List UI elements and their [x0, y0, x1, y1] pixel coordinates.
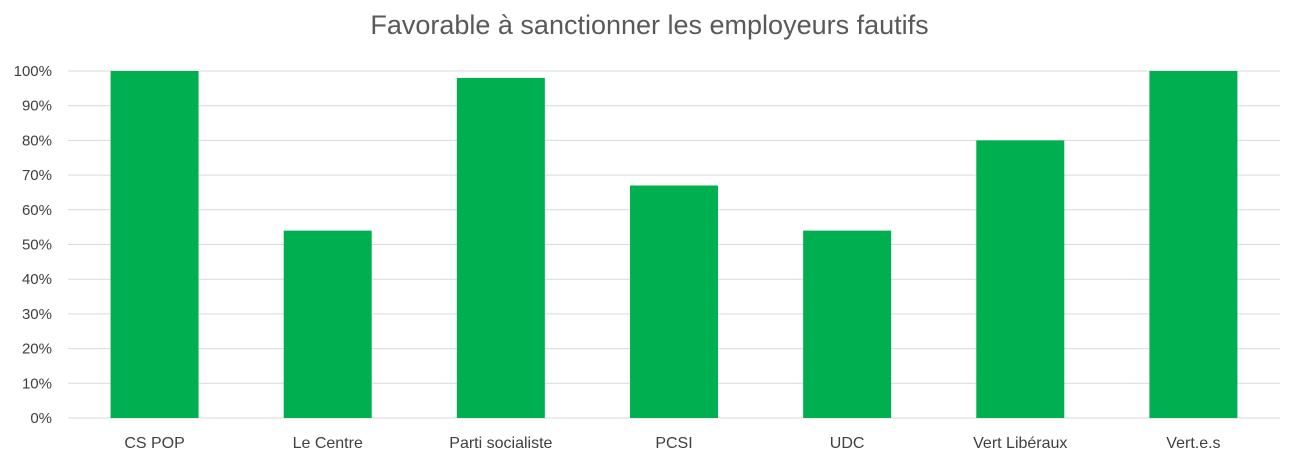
bars — [110, 71, 1238, 418]
y-tick-label: 100% — [14, 63, 52, 80]
bar-udc — [803, 230, 892, 418]
x-category-label: CS POP — [124, 435, 184, 452]
y-tick-label: 0% — [30, 410, 52, 427]
y-tick-label: 60% — [22, 202, 52, 219]
x-category-label: Vert Libéraux — [973, 435, 1067, 452]
x-category-label: PCSI — [655, 435, 692, 452]
bar-pcsi — [630, 185, 718, 418]
chart-title: Favorable à sanctionner les employeurs f… — [370, 10, 929, 40]
x-category-label: Parti socialiste — [449, 435, 552, 452]
y-tick-label: 20% — [22, 341, 52, 358]
y-tick-label: 30% — [22, 306, 52, 323]
x-category-label: UDC — [830, 435, 865, 452]
bar-le-centre — [283, 230, 372, 418]
y-tick-label: 10% — [22, 375, 52, 392]
x-axis-labels: CS POP Le Centre Parti socialiste PCSI UDC Ve… — [124, 435, 1220, 452]
bar-cs-pop — [110, 71, 199, 418]
bar-vert-e-s — [1149, 71, 1238, 418]
y-axis-ticks: 0% 10% 20% 30% 40% 50% 60% 70% 80% 90% 100% — [14, 63, 52, 427]
bar-parti-socialiste — [456, 77, 545, 418]
y-tick-label: 70% — [22, 167, 52, 184]
x-category-label: Le Centre — [293, 435, 363, 452]
x-category-label: Vert.e.s — [1166, 435, 1220, 452]
y-tick-label: 50% — [22, 237, 52, 254]
bar-vert-lib-raux — [976, 140, 1065, 418]
y-tick-label: 80% — [22, 132, 52, 149]
y-tick-label: 40% — [22, 271, 52, 288]
y-tick-label: 90% — [22, 98, 52, 115]
